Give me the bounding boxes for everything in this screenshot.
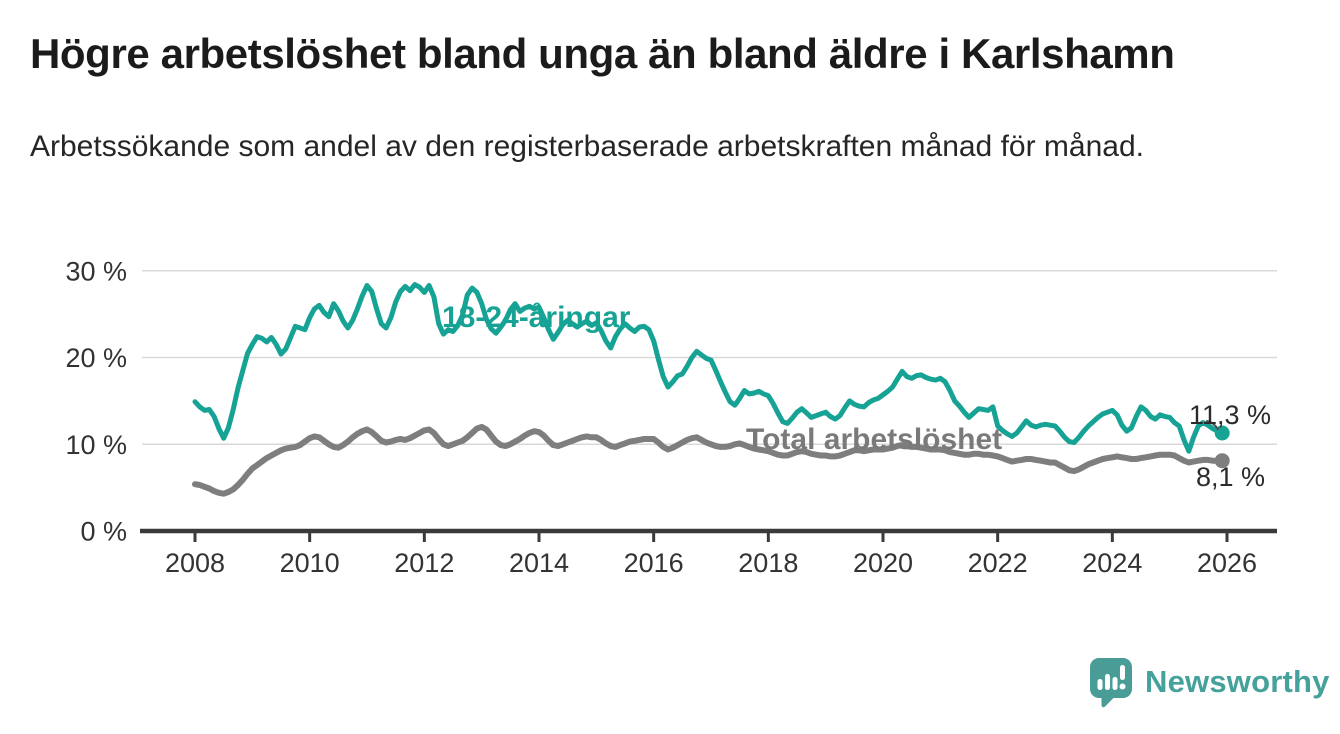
x-axis-tick-label: 2018	[738, 548, 798, 578]
end-value-label-young: 11,3 %	[1189, 400, 1272, 430]
x-axis-tick-label: 2010	[280, 548, 340, 578]
x-axis-tick-label: 2022	[968, 548, 1028, 578]
newsworthy-brand-name: Newsworthy	[1145, 664, 1330, 699]
x-axis-tick-label: 2014	[509, 548, 569, 578]
x-axis-tick-label: 2012	[394, 548, 454, 578]
newsworthy-logo-icon	[1090, 658, 1132, 708]
end-label-connector	[1206, 420, 1219, 430]
y-axis-tick-label: 30 %	[65, 256, 127, 286]
series-line-total	[192, 423, 1226, 497]
series-label-young: 18-24-åringar	[442, 301, 631, 334]
x-axis-tick-label: 2008	[165, 548, 225, 578]
series-line-young	[192, 282, 1225, 454]
series-label-total: Total arbetslöshet	[746, 423, 1003, 456]
end-value-label-total: 8,1 %	[1196, 462, 1266, 492]
chart-subtitle: Arbetssökande som andel av den registerb…	[30, 130, 1144, 163]
y-axis-tick-label: 0 %	[80, 517, 127, 547]
x-axis-tick-label: 2020	[853, 548, 913, 578]
y-axis-tick-label: 20 %	[65, 343, 127, 373]
x-axis-tick-label: 2024	[1082, 548, 1142, 578]
newsworthy-logo: Newsworthy	[1088, 656, 1330, 708]
y-axis-tick-label: 10 %	[65, 430, 127, 460]
page-title: Högre arbetslöshet bland unga än bland ä…	[30, 30, 1175, 77]
x-axis-tick-label: 2026	[1197, 548, 1257, 578]
x-axis-tick-label: 2016	[624, 548, 684, 578]
series-end-dot-total	[1214, 453, 1230, 469]
